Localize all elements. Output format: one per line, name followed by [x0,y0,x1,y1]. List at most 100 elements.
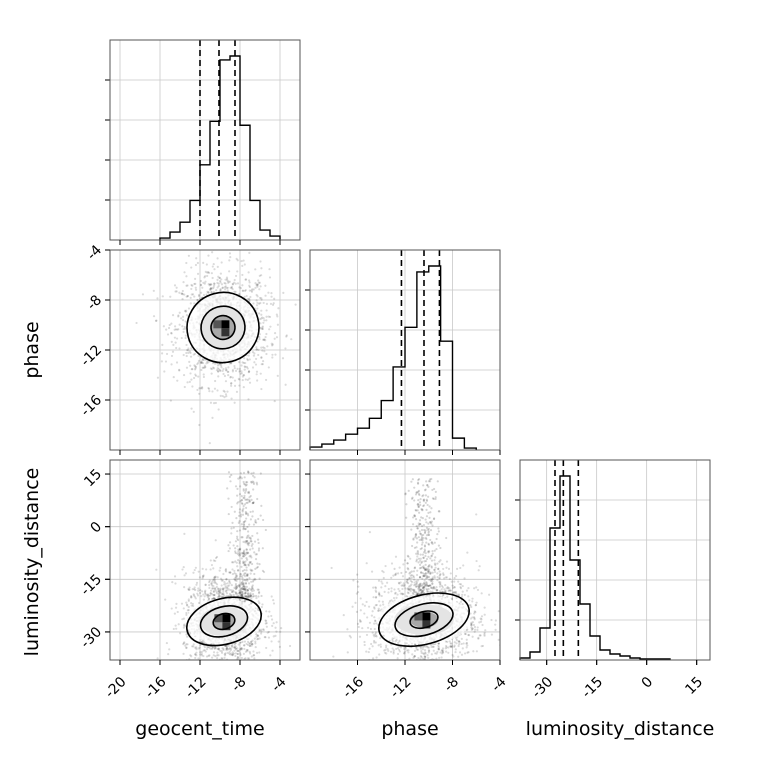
scatter-point [461,593,464,596]
scatter-point [247,492,251,495]
scatter-point [242,583,245,586]
scatter-point [256,307,259,310]
scatter-point [211,366,215,369]
scatter-point [172,627,175,631]
scatter-point [255,348,258,351]
scatter-point [206,361,209,364]
scatter-point [262,346,265,349]
scatter-point [419,588,422,591]
scatter-point [206,271,209,274]
scatter-point [194,367,197,370]
scatter-point [409,665,411,667]
scatter-point [219,591,222,594]
scatter-point [408,661,410,663]
scatter-point [263,338,266,341]
scatter-point [244,519,247,523]
scatter-point [256,565,259,569]
scatter-point [236,656,239,659]
scatter-point [238,562,241,565]
scatter-point [222,572,225,576]
scatter-point [195,647,198,651]
scatter-point [234,576,237,579]
scatter-point [204,650,207,653]
scatter-point [264,335,267,339]
scatter-point [258,336,261,339]
scatter-point [223,581,226,584]
scatter-point [248,644,252,647]
scatter-point [240,552,244,555]
scatter-point [243,368,246,371]
scatter-point [262,317,265,320]
scatter-point [208,584,211,587]
scatter-point [175,337,179,340]
scatter-point [226,286,229,289]
scatter-point [174,341,177,344]
scatter-point [239,485,242,488]
scatter-point [195,654,198,657]
scatter-point [265,621,268,625]
scatter-point [330,566,333,570]
scatter-point [135,321,138,325]
scatter-point [211,416,214,419]
scatter-point [234,579,237,582]
scatter-point [480,592,483,595]
scatter-point [251,350,255,354]
scatter-point [198,387,201,390]
scatter-point [243,592,246,595]
scatter-point [247,657,251,660]
scatter-point [413,590,416,594]
scatter-point [398,589,401,593]
scatter-point [483,634,486,637]
scatter-point [182,642,185,645]
scatter-point [206,290,209,293]
scatter-point [218,589,221,592]
scatter-point [433,570,437,574]
scatter-point [201,577,204,580]
scatter-point [234,560,237,563]
scatter-point [265,302,269,306]
scatter-point [457,660,459,662]
scatter-point [268,315,272,319]
scatter-point [413,655,416,658]
scatter-point [243,640,247,643]
scatter-point [219,369,222,373]
scatter-point [250,595,253,598]
scatter-point [247,370,251,373]
scatter-point [181,297,184,301]
scatter-point [382,634,385,637]
scatter-point [238,529,242,532]
scatter-point [398,650,401,653]
scatter-point [473,618,476,621]
scatter-point [348,634,351,637]
scatter-point [422,585,425,588]
scatter-point [427,651,430,654]
scatter-point [222,367,225,371]
scatter-point [449,589,453,592]
scatter-point [211,646,214,649]
scatter-point [409,579,412,582]
scatter-point [219,587,222,590]
scatter-point [194,286,197,289]
scatter-point [193,302,196,305]
scatter-point [225,646,229,649]
scatter-point [249,572,252,575]
scatter-point [222,372,225,376]
scatter-point [270,595,273,598]
scatter-point [425,587,428,590]
scatter-point [457,640,460,643]
scatter-point [199,643,202,647]
scatter-point [396,593,399,596]
scatter-point [438,656,441,659]
scatter-point [191,602,195,606]
scatter-point [250,540,253,543]
scatter-point [236,530,239,533]
scatter-point [466,674,468,676]
scatter-point [199,651,202,654]
scatter-point [463,577,466,580]
scatter-point [236,270,239,273]
scatter-point [385,644,388,647]
scatter-point [254,594,258,598]
scatter-point [444,589,447,592]
scatter-point [494,619,497,622]
scatter-point [417,587,420,590]
